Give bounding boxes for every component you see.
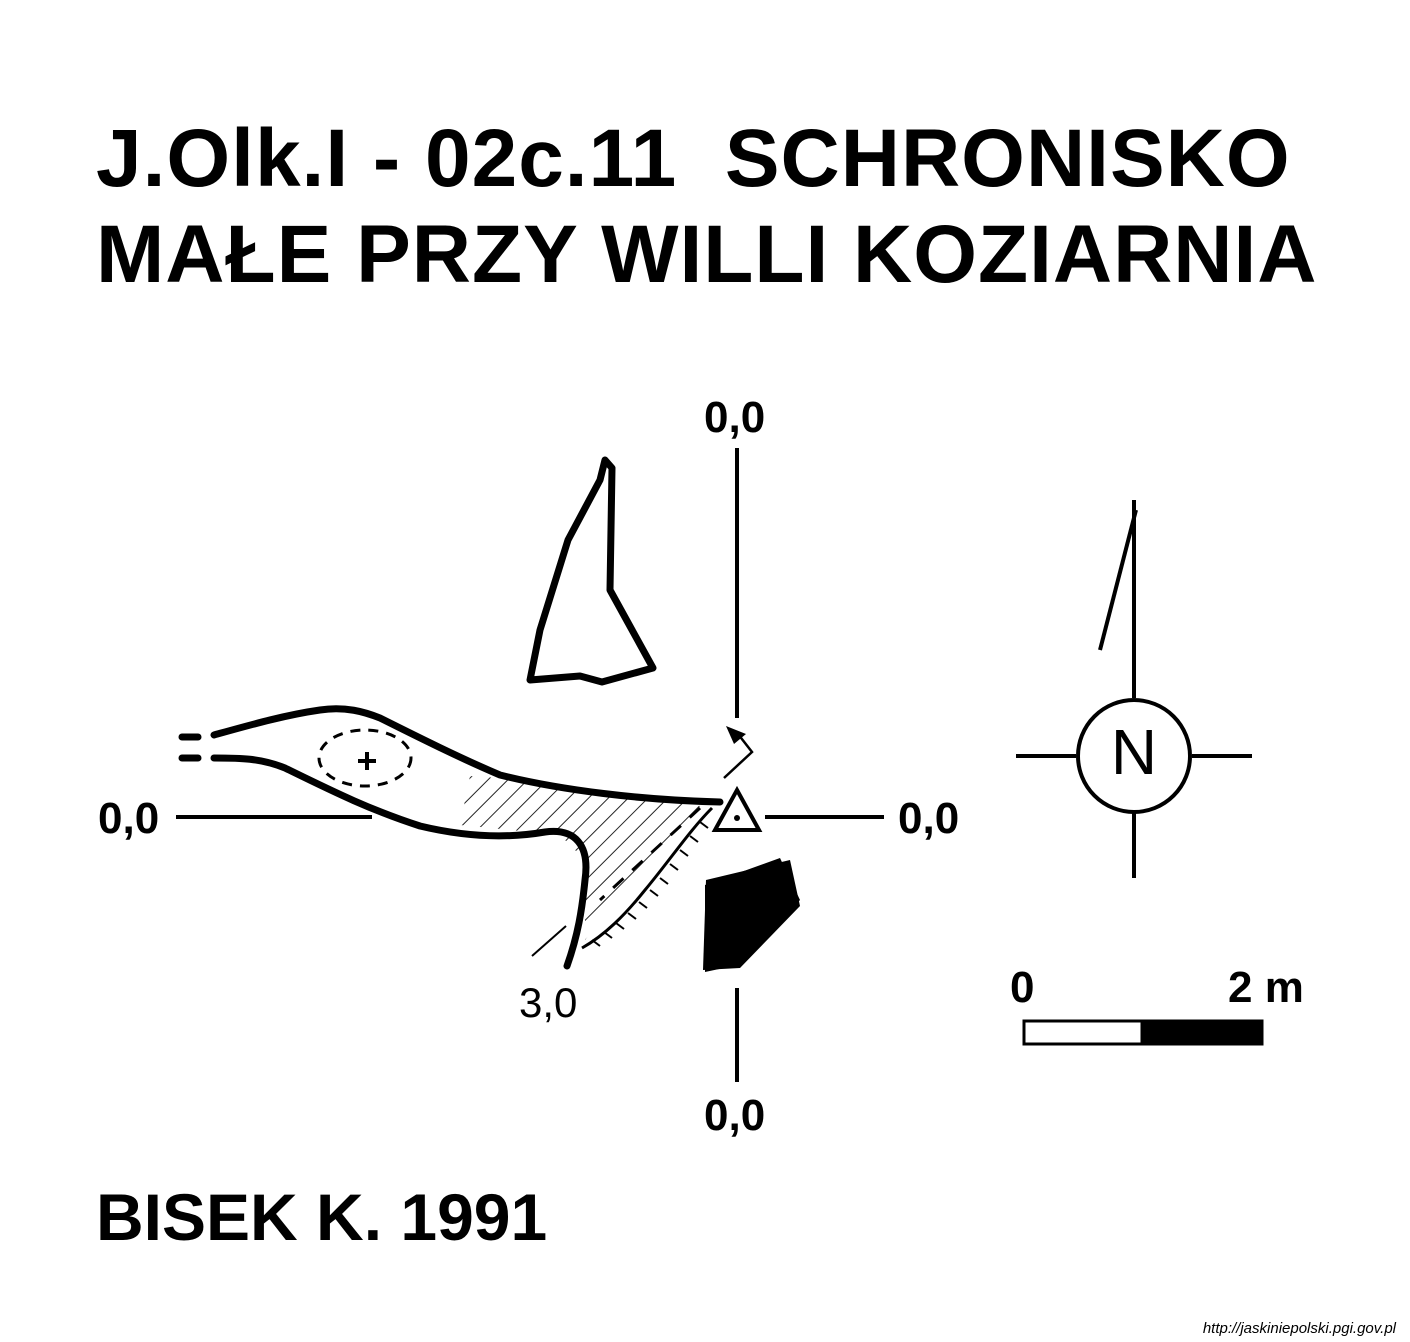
- plus-icon: [358, 752, 376, 770]
- entrance-arrow-head: [703, 860, 800, 970]
- north-arrow-barb: [1098, 509, 1138, 651]
- survey-station-dot: [734, 815, 740, 821]
- scale-bar-white: [1022, 1019, 1144, 1046]
- title-line-1: J.Olk.I - 02c.11 SCHRONISKO: [96, 113, 1291, 204]
- axis-label-bottom: 0,0: [704, 1091, 766, 1140]
- section-cut-mark: [531, 925, 567, 957]
- cave-wall-lower: [210, 754, 590, 970]
- north-letter: N: [1110, 716, 1158, 788]
- axis-label-left: 0,0: [98, 794, 160, 843]
- cave-wall-upper: [210, 705, 724, 806]
- source-credit: http://jaskiniepolski.pgi.gov.pl: [1202, 1320, 1396, 1337]
- view-direction-arrowhead: [726, 726, 746, 744]
- title-line-2: MAŁE PRZY WILLI KOZIARNIA: [96, 209, 1318, 300]
- rock-outline: [526, 456, 657, 686]
- scale-start-label: 0: [1010, 963, 1035, 1012]
- floor-sediment-area: [460, 776, 700, 940]
- view-direction-arrow-icon: [723, 733, 754, 779]
- axis-label-top: 0,0: [704, 393, 766, 442]
- axis-label-right: 0,0: [898, 794, 960, 843]
- dashed-depression-outline: [317, 728, 413, 788]
- scale-end-label: 2 m: [1228, 963, 1304, 1012]
- survey-station-icon: [711, 785, 763, 832]
- compass-circle: [1076, 698, 1192, 814]
- slope-ticks: [591, 821, 709, 947]
- dripline-dashed: [598, 806, 702, 902]
- author-credit: BISEK K. 1991: [96, 1180, 548, 1254]
- slope-edge: [581, 806, 714, 950]
- scale-bar-black: [1140, 1019, 1264, 1046]
- depth-label: 3,0: [519, 979, 578, 1026]
